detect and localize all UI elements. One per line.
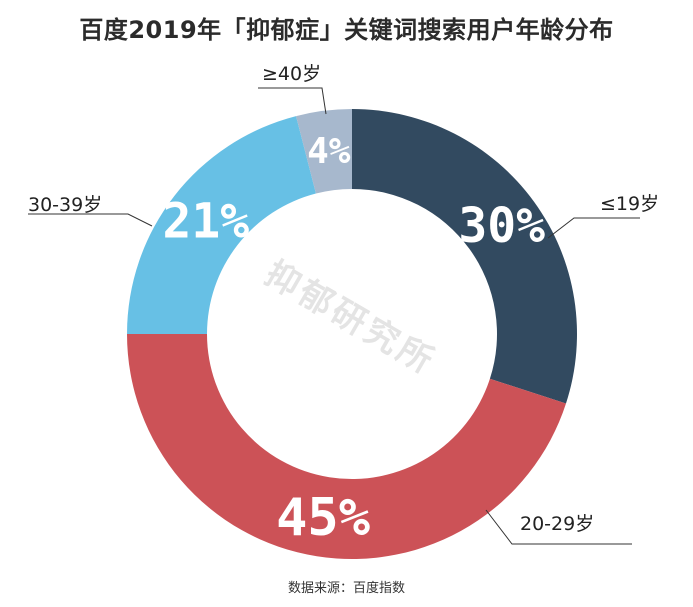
leader-line [258,87,327,115]
percent-labels: 30% 45% 21% 4% [162,131,545,548]
slice-percent-label: 30% [458,198,545,254]
slice-category-label: ≤19岁 [600,193,659,215]
leader-line [547,217,640,239]
donut-slices [127,109,578,559]
slice-4 [296,109,352,194]
slice-category-label: ≥40岁 [262,63,321,85]
leader-lines [28,87,640,545]
slice-category-label: 20-29岁 [520,513,594,535]
slice-1 [352,109,578,404]
chart-title: 百度2019年「抑郁症」关键词搜索用户年龄分布 [79,16,614,44]
leader-line [28,213,153,227]
slice-category-label: 30-39岁 [28,194,102,216]
slice-3 [127,116,316,334]
slice-percent-label: 21% [162,193,249,249]
slice-2 [127,334,566,559]
slice-percent-label: 45% [276,488,370,548]
data-source: 数据来源：百度指数 [287,581,405,596]
leader-line [485,509,632,545]
slice-percent-label: 4% [307,131,351,172]
slice-labels: ≤19岁 20-29岁 30-39岁 ≥40岁 [28,63,659,535]
watermark-text: 抑郁研究所 [258,254,443,384]
